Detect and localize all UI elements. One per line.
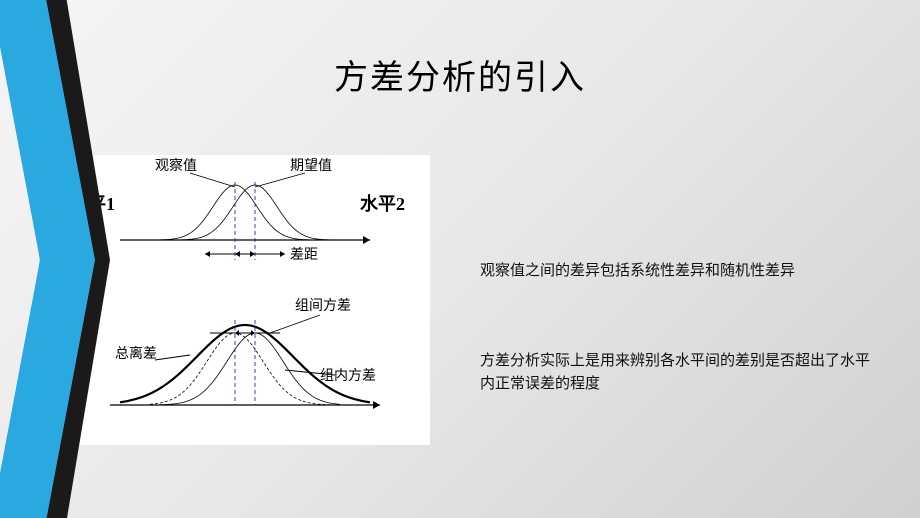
gap-label: 差距 [290,246,318,262]
body-paragraph-2: 方差分析实际上是用来辨别各水平间的差别是否超出了水平内正常误差的程度 [480,350,880,395]
chevron-decoration [0,0,140,518]
expected-label: 期望值 [290,157,332,173]
body-paragraph-1: 观察值之间的差异包括系统性差异和随机性差异 [480,260,880,283]
chevron-svg [0,0,140,518]
within-var-label: 组内方差 [320,367,376,383]
observed-label: 观察值 [155,157,197,173]
level2-label: 水平2 [360,193,405,214]
between-var-label: 组间方差 [295,297,351,313]
chevron-front [0,0,95,518]
